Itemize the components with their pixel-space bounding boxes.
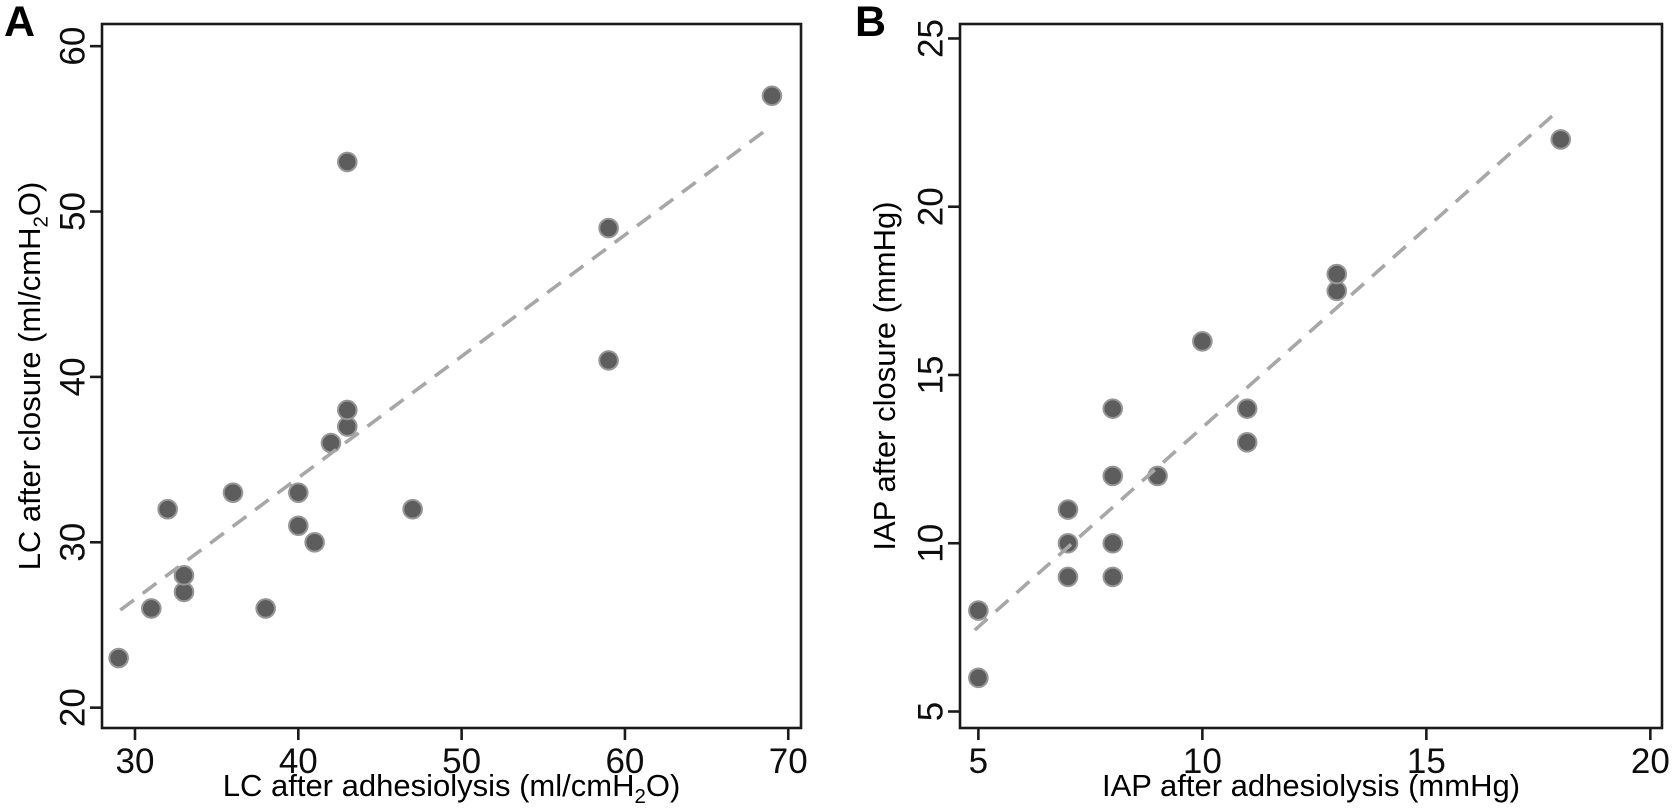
panel-a-x-tick-label: 40 bbox=[279, 742, 318, 781]
panel-a-y-tick-label: 60 bbox=[54, 27, 93, 66]
panel-a-y-tick-label: 30 bbox=[54, 523, 93, 562]
panel-a-y-axis-title: LC after closure (ml/cmH2O) bbox=[12, 181, 53, 571]
panel-b-data-point bbox=[968, 600, 989, 621]
panel-a-data-point bbox=[598, 350, 619, 371]
panel-b-x-tick-label: 20 bbox=[1631, 742, 1670, 781]
panel-a-trendline bbox=[119, 129, 767, 612]
panel-b-data-point bbox=[1147, 465, 1168, 487]
panel-b-data-point bbox=[1550, 129, 1572, 150]
panel-a-data-point bbox=[288, 515, 309, 537]
panel-a-x-axis-title-suffix: O) bbox=[645, 768, 681, 803]
panel-b-plot-frame bbox=[958, 22, 1664, 730]
panel-b-x-tick-label: 15 bbox=[1407, 742, 1446, 781]
panel-a-data-point bbox=[337, 151, 358, 173]
panel-b-data-point bbox=[1057, 499, 1079, 520]
panel-a-data-point bbox=[288, 482, 309, 503]
panel-a-data-point bbox=[173, 565, 195, 586]
panel-b-y-tick-label: 10 bbox=[912, 524, 951, 563]
panel-b-y-tick-label: 20 bbox=[912, 187, 951, 226]
panel-b-y-tick-label: 5 bbox=[912, 702, 951, 721]
panel-a-data-point bbox=[761, 85, 783, 107]
panel-b-x-tick-label: 5 bbox=[969, 742, 988, 781]
panel-b-y-tick-label: 15 bbox=[912, 356, 951, 395]
panel-b-y-axis-title: IAP after closure (mmHg) bbox=[867, 201, 907, 551]
panel-a-y-axis-title-text: LC after closure (ml/cmH bbox=[12, 227, 48, 571]
panel-a-y-tick-label: 50 bbox=[54, 192, 93, 231]
panel-b-data-point bbox=[968, 667, 989, 689]
panel-b-x-axis-title-text: IAP after adhesiolysis (mmHg) bbox=[1101, 768, 1521, 803]
panel-b-data-point bbox=[1236, 398, 1258, 419]
panel-b-x-axis-title: IAP after adhesiolysis (mmHg) bbox=[960, 768, 1662, 809]
panel-a-x-axis-title-subscript: 2 bbox=[634, 785, 646, 809]
panel-b-x-tick-label: 10 bbox=[1183, 742, 1222, 781]
panel-b-data-point bbox=[1102, 532, 1124, 554]
panel-b-y-axis-title-text: IAP after closure (mmHg) bbox=[867, 201, 903, 551]
panel-a-letter: A bbox=[4, 0, 36, 46]
panel-a-y-tick-label: 40 bbox=[54, 357, 93, 396]
panel-b-data-point bbox=[1326, 280, 1348, 302]
panel-a-data-point bbox=[108, 647, 129, 669]
panel-a-data-point bbox=[337, 399, 358, 421]
panel-b-y-tick-label: 25 bbox=[912, 19, 951, 58]
panel-a-data-point bbox=[141, 598, 162, 619]
panel-a-x-axis-title: LC after adhesiolysis (ml/cmH2O) bbox=[102, 768, 801, 809]
panel-a-x-tick-label: 60 bbox=[605, 742, 644, 781]
panel-a-data-point bbox=[157, 498, 178, 520]
panel-a-data-point bbox=[402, 498, 423, 520]
panel-b-data-point bbox=[1057, 532, 1079, 554]
panel-b-data-point bbox=[1057, 566, 1079, 588]
panel-b-data-point bbox=[1102, 465, 1124, 487]
panel-b-data-point bbox=[1326, 263, 1348, 285]
panel-b-data-point bbox=[1192, 331, 1213, 352]
panel-a-x-tick-label: 50 bbox=[442, 742, 481, 781]
panel-a-y-tick-label: 20 bbox=[54, 688, 93, 727]
panel-a-y-axis-title-subscript: 2 bbox=[29, 216, 53, 228]
panel-a-data-point bbox=[304, 531, 325, 553]
panel-a-data-point bbox=[255, 598, 276, 619]
panel-a-data-point bbox=[320, 432, 342, 454]
panel-b-data-point bbox=[1102, 566, 1124, 588]
panel-a-plot-frame bbox=[100, 22, 803, 730]
panel-b-data-point bbox=[1236, 431, 1258, 453]
panel-a-x-axis-title-text: LC after adhesiolysis (ml/cmH bbox=[222, 768, 635, 803]
panel-a-data-point bbox=[222, 482, 244, 503]
panel-a-x-tick-label: 30 bbox=[116, 742, 155, 781]
panel-b-data-point bbox=[1102, 398, 1124, 419]
panel-b-trendline bbox=[973, 107, 1562, 632]
panel-a-x-tick-label: 70 bbox=[769, 742, 808, 781]
panel-a-y-axis-title-suffix: O) bbox=[12, 181, 48, 217]
panel-b-letter: B bbox=[855, 0, 887, 46]
panel-a-data-point bbox=[598, 217, 619, 239]
